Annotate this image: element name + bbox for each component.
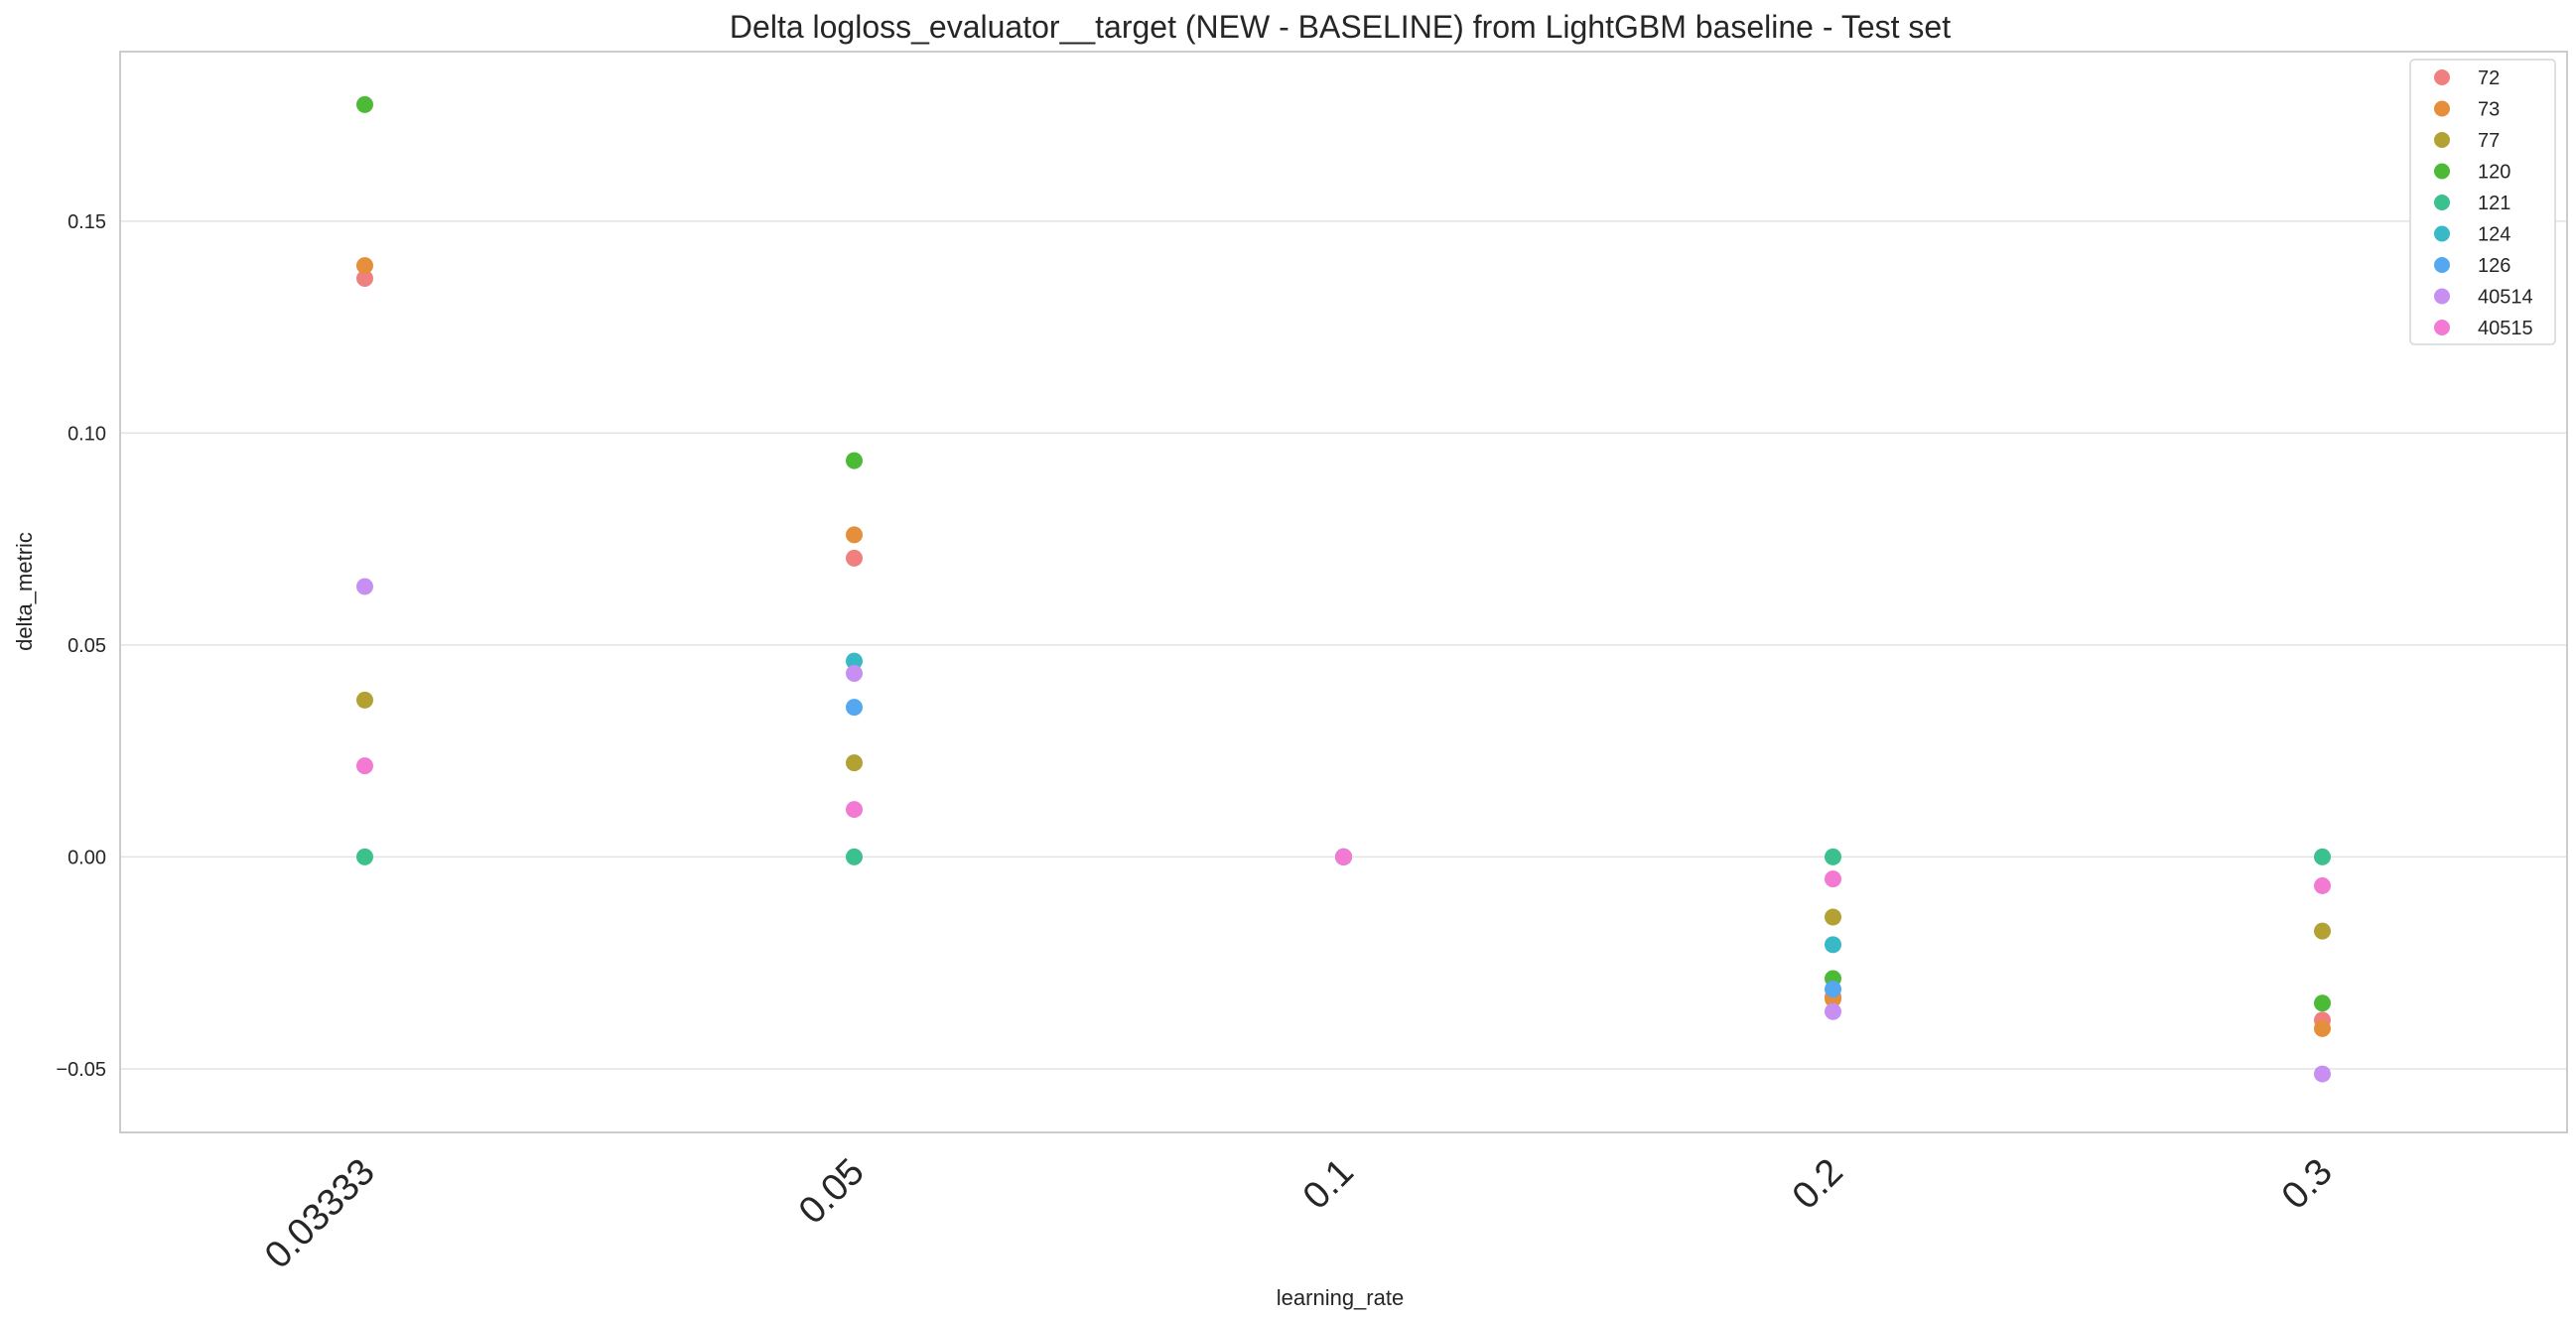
data-point-126 — [1825, 981, 1841, 998]
y-tick-labels: −0.05 0.00 0.05 0.10 0.15 — [56, 211, 106, 1081]
y-tick-label: −0.05 — [56, 1059, 106, 1081]
y-tick-label: 0.15 — [68, 211, 106, 233]
legend-label: 40514 — [2478, 287, 2533, 309]
data-point-40514 — [356, 578, 373, 595]
data-point-40515 — [2314, 876, 2331, 894]
data-point-73 — [846, 526, 863, 544]
data-point-124 — [1825, 936, 1841, 954]
legend-box — [2409, 59, 2556, 345]
data-point-77 — [1825, 908, 1841, 926]
data-point-40514 — [846, 664, 863, 682]
legend-marker-77 — [2434, 132, 2450, 148]
chart-title: Delta logloss_evaluator__target (NEW - B… — [730, 9, 1951, 45]
data-point-121 — [846, 848, 863, 865]
legend-label: 126 — [2478, 255, 2510, 277]
x-tick-labels: 0.03333 0.05 0.1 0.2 0.3 — [257, 1151, 2341, 1277]
data-point-40514 — [2314, 1065, 2331, 1083]
data-point-40515 — [1825, 870, 1841, 888]
data-point-121 — [1825, 848, 1841, 865]
data-point-73 — [356, 257, 373, 275]
data-point-120 — [356, 95, 373, 113]
data-point-72 — [846, 549, 863, 567]
legend-marker-121 — [2434, 195, 2450, 210]
legend-label: 72 — [2478, 67, 2500, 89]
data-point-121 — [2314, 848, 2331, 865]
legend-marker-120 — [2434, 163, 2450, 180]
data-point-77 — [846, 754, 863, 772]
data-point-72 — [356, 269, 373, 287]
x-tick-label: 0.03333 — [257, 1151, 383, 1277]
data-point-124 — [846, 652, 863, 670]
data-point-120 — [846, 452, 863, 469]
legend-marker-72 — [2434, 69, 2450, 85]
legend-label: 120 — [2478, 162, 2510, 184]
x-tick-label: 0.05 — [791, 1151, 873, 1233]
legend-label: 124 — [2478, 224, 2510, 246]
legend-marker-73 — [2434, 100, 2450, 117]
x-tick-label: 0.3 — [2274, 1151, 2341, 1218]
data-point-40515 — [846, 801, 863, 819]
legend-label: 121 — [2478, 193, 2510, 214]
legend: 72 73 77 120 121 124 126 40514 40515 — [2409, 59, 2556, 345]
grid — [120, 220, 2567, 1070]
data-point-40515 — [1335, 848, 1352, 865]
data-points — [356, 95, 2331, 1083]
legend-marker-40515 — [2434, 320, 2450, 335]
legend-label: 77 — [2478, 130, 2500, 152]
legend-label: 40515 — [2478, 318, 2533, 339]
legend-marker-124 — [2434, 225, 2450, 242]
plot-frame — [119, 51, 2568, 1133]
data-point-120 — [2314, 994, 2331, 1012]
y-tick-label: 0.10 — [68, 423, 106, 445]
legend-label: 73 — [2478, 99, 2500, 121]
legend-marker-40514 — [2434, 288, 2450, 305]
x-axis-label: learning_rate — [1277, 1285, 1404, 1310]
data-point-77 — [356, 691, 373, 709]
y-tick-label: 0.00 — [68, 847, 106, 868]
data-point-77 — [2314, 922, 2331, 940]
data-point-126 — [846, 699, 863, 717]
data-point-121 — [356, 848, 373, 865]
data-point-73 — [2314, 1019, 2331, 1037]
y-tick-label: 0.05 — [68, 635, 106, 657]
y-axis-label: delta_metric — [12, 532, 37, 651]
x-tick-label: 0.1 — [1295, 1151, 1362, 1218]
data-point-40515 — [356, 757, 373, 775]
x-tick-label: 0.2 — [1785, 1151, 1851, 1218]
data-point-40514 — [1825, 1002, 1841, 1020]
legend-marker-126 — [2434, 257, 2450, 273]
